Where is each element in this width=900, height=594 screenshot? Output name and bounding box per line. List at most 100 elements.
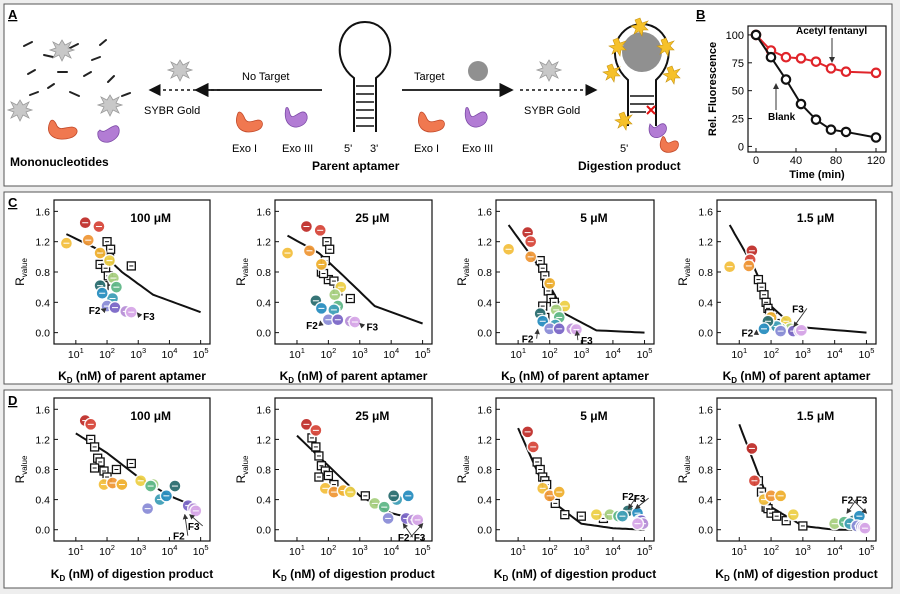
data-point [825,124,837,135]
data-point [870,132,882,143]
exo3-enzyme-icon [464,107,488,128]
y-tick-label: 1.2 [35,434,50,446]
panel-b-chart: 0 25 50 75 100 0 40 80 120 Time (min) Rel. Fluores… [707,25,887,181]
circle-marker [745,441,759,456]
scatter-panel-8: 0.0 0.4 0.8 1.2 1.6 101 102 103 104 105 1.5 μM Rval… [676,397,878,583]
y-tick-label: 50 [732,86,744,98]
data-point [825,63,837,74]
square-marker [560,510,570,520]
square-marker [126,458,136,469]
x-tick-label: 102 [763,543,779,558]
square-marker [360,491,370,501]
data-point [840,66,852,78]
y-tick-label: 0.0 [477,328,492,340]
y-tick-label: 1.2 [477,434,492,446]
x-tick-label: 103 [130,346,146,361]
y-tick-label: 75 [732,58,744,70]
circle-marker [81,233,95,247]
square-marker [322,237,332,247]
circle-marker [543,322,557,336]
blank-annotation: Blank [768,112,796,123]
y-tick-label: 1.2 [698,434,713,446]
y-tick-label: 1.2 [256,434,271,446]
y-tick-label: 1.6 [477,404,492,416]
panel-title: 25 μM [355,211,389,225]
y-tick-label: 1.6 [698,206,713,218]
y-tick-label: 0.4 [35,495,50,507]
y-tick-label: 0.0 [477,525,492,537]
x-tick-label: 102 [542,543,558,558]
data-point [810,56,822,67]
exo1-left-label: Exo I [232,143,257,155]
sybr-gold-right-label: SYBR Gold [524,105,580,117]
square-marker [89,442,100,452]
x-tick-label: 104 [827,543,843,558]
panel-b-plot-frame [747,25,887,153]
three-prime-label: 3' [370,143,378,155]
x-tick-label: 101 [510,543,526,558]
y-tick-label: 0.4 [256,297,271,309]
data-point [840,126,852,138]
point-label-arrow [189,514,204,527]
square-marker [535,464,545,475]
square-marker [89,463,100,473]
circle-marker [92,219,106,234]
x-tick-label: 105 [415,346,431,361]
no-target-label: No Target [242,71,290,83]
point-label: F2 [89,306,101,317]
x-axis-label: KD (nM) of parent aptamer [723,369,871,385]
point-label-arrow [402,522,414,538]
point-label-arrow [634,497,649,510]
circle-marker [536,314,550,328]
point-label-arrow [182,513,189,536]
square-marker [781,516,791,526]
y-tick-label: 0.4 [477,495,492,507]
panel-title: 5 μM [580,409,607,423]
y-tick-label: 100 [726,30,744,42]
y-tick-label: 1.6 [35,404,50,416]
point-label: F3 [581,336,593,347]
data-point [780,74,792,85]
x-tick-label: 105 [637,543,653,558]
y-tick-label: 0.0 [698,328,713,340]
scatter-panel-4: 0.0 0.4 0.8 1.2 1.6 101 102 103 104 105 1.5 μM Rval… [676,199,877,385]
five-prime-label: 5' [344,143,352,155]
square-marker [323,470,334,481]
square-marker [345,293,355,304]
y-tick-label: 25 [732,114,744,126]
x-axis-label: KD (nM) of digestion product [494,567,656,583]
x-tick-label: 101 [68,543,84,558]
square-marker [314,451,324,461]
scatter-panels: 0.0 0.4 0.8 1.2 1.6 101 102 103 104 105 100 μM Rval… [13,199,878,583]
x-axis-label: KD (nM) of parent aptamer [501,369,649,385]
point-label-arrow [534,328,540,339]
x-tick-label: 102 [320,543,336,558]
panel-letter-d: D [8,393,17,408]
y-axis-label: Rvalue [455,455,471,483]
point-label: F2 [841,496,853,507]
exo1-right-label: Exo I [414,143,439,155]
y-tick-label: 0.8 [698,465,713,477]
exo3-enzyme-icon [97,125,120,143]
point-label: F2 [522,335,534,346]
circle-marker [314,301,329,316]
circle-marker [747,474,762,488]
data-point [795,98,807,110]
point-label: F3 [414,533,426,544]
y-axis-label: Rvalue [13,258,29,286]
x-tick-label: 101 [731,543,747,558]
y-axis-label: Rvalue [676,258,692,286]
scatter-panel-5: 0.0 0.4 0.8 1.2 1.6 101 102 103 104 105 100 μM Rval… [13,397,213,583]
circle-marker [773,324,788,338]
y-tick-label: 1.6 [35,206,50,218]
exo1-enzyme-icon [418,111,445,133]
y-tick-label: 0.4 [698,495,713,507]
parent-aptamer-icon [338,20,392,132]
circle-marker [411,513,425,527]
y-tick-label: 1.2 [477,237,492,249]
circle-marker [523,234,538,249]
x-tick-label: 103 [795,543,811,558]
circle-marker [569,322,584,337]
square-marker [311,442,321,452]
x-axis-label: KD (nM) of digestion product [272,567,434,583]
